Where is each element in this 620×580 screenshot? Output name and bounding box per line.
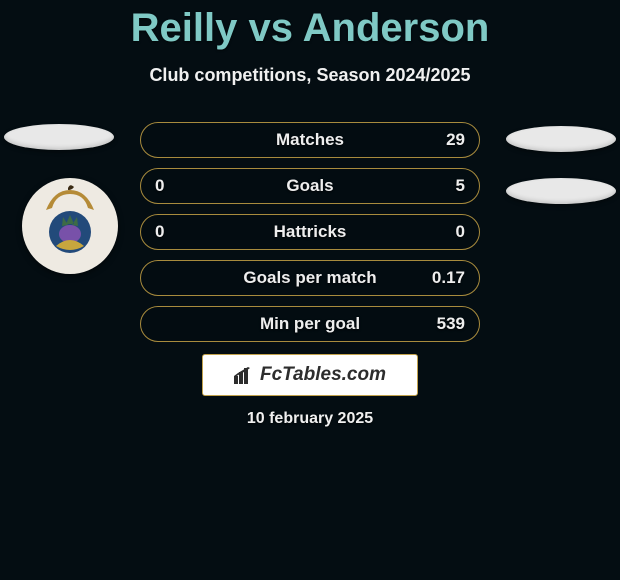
table-row: Min per goal 539 xyxy=(140,306,480,342)
stat-right: 0.17 xyxy=(421,268,465,288)
table-row: 0 Hattricks 0 xyxy=(140,214,480,250)
page-title: Reilly vs Anderson xyxy=(0,0,620,51)
page-subtitle: Club competitions, Season 2024/2025 xyxy=(0,65,620,86)
brand-label: FcTables.com xyxy=(260,364,386,386)
player-right-placeholder-2 xyxy=(506,178,616,204)
stat-label: Matches xyxy=(199,130,421,150)
player-right-placeholder-1 xyxy=(506,126,616,152)
stats-table: Matches 29 0 Goals 5 0 Hattricks 0 Goals… xyxy=(140,122,480,352)
bar-chart-icon xyxy=(234,366,254,384)
eagle-icon xyxy=(44,184,96,212)
stat-left: 0 xyxy=(155,176,199,196)
thistle-icon xyxy=(48,210,92,254)
stat-label: Goals xyxy=(199,176,421,196)
player-left-placeholder xyxy=(4,124,114,150)
stat-left: 0 xyxy=(155,222,199,242)
stat-right: 5 xyxy=(421,176,465,196)
table-row: 0 Goals 5 xyxy=(140,168,480,204)
table-row: Matches 29 xyxy=(140,122,480,158)
stat-right: 0 xyxy=(421,222,465,242)
stat-right: 29 xyxy=(421,130,465,150)
stat-label: Hattricks xyxy=(199,222,421,242)
brand-link[interactable]: FcTables.com xyxy=(202,354,418,396)
stat-right: 539 xyxy=(421,314,465,334)
stat-label: Min per goal xyxy=(199,314,421,334)
stat-label: Goals per match xyxy=(199,268,421,288)
table-row: Goals per match 0.17 xyxy=(140,260,480,296)
team-crest xyxy=(22,178,118,274)
footer-date: 10 february 2025 xyxy=(0,410,620,428)
